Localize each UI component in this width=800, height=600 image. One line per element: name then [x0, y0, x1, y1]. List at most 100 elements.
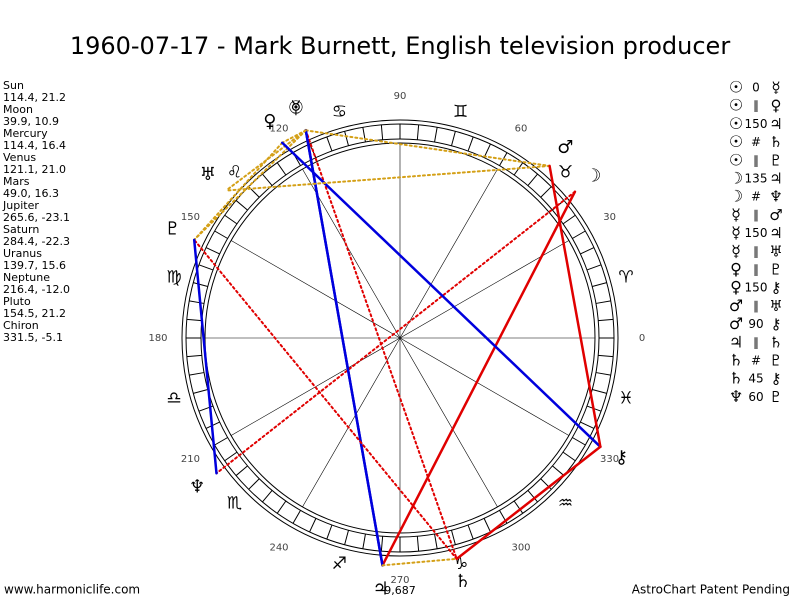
planet-glyph: ☽ [585, 165, 601, 186]
aspect-type: # [751, 354, 761, 368]
tick-band-mark [572, 437, 586, 446]
aspect-type: 150 [745, 117, 768, 131]
planet-coords: 114.4, 21.2 [3, 91, 66, 104]
aspect-to: ♂ [769, 206, 782, 224]
aspect-to: ♇ [769, 151, 782, 169]
aspect-to: ♄ [769, 133, 782, 151]
aspect-to: ♅ [769, 242, 782, 260]
aspect-type: ∥ [753, 153, 759, 167]
aspect-to: ♇ [769, 352, 782, 370]
footer-right: AstroChart Patent Pending [632, 583, 790, 597]
aspect-from: ♆ [729, 387, 743, 406]
tick-band-mark [580, 421, 595, 429]
planet-name: Pluto [3, 295, 31, 308]
house-spoke [230, 240, 401, 339]
aspect-from: ☽ [729, 169, 743, 188]
page-title: 1960-07-17 - Mark Burnett, English telev… [70, 32, 731, 60]
tick-band-mark [198, 264, 214, 271]
aspect-to: ♇ [769, 388, 782, 406]
planet-coords: 216.4, -12.0 [3, 283, 70, 296]
tick-band-mark [189, 300, 205, 304]
aspect-from: ♂ [729, 296, 743, 315]
tick-band-mark [595, 300, 611, 304]
tick-band-mark [224, 451, 238, 462]
aspect-type: 0 [752, 81, 760, 95]
tick-band-mark [586, 264, 602, 271]
degree-label: 330 [600, 454, 619, 465]
aspect-type: 135 [745, 172, 768, 186]
tick-band-mark [451, 530, 456, 545]
planet-coords: 284.4, -22.3 [3, 235, 70, 248]
planet-glyph: ☉ [288, 98, 304, 119]
degree-label: 270 [390, 575, 409, 586]
tick-band-mark [309, 518, 317, 533]
house-spoke [399, 337, 498, 508]
sign-glyph: ♈ [618, 267, 633, 287]
degree-label: 30 [603, 212, 616, 223]
tick-band-mark [262, 173, 273, 186]
tick-band-mark [434, 127, 438, 143]
planet-coords: 114.4, 16.4 [3, 139, 66, 152]
tick-band-mark [224, 214, 238, 225]
aspect-to: ♄ [769, 333, 782, 351]
tick-band-mark [540, 186, 552, 198]
tick-band-mark [186, 354, 202, 358]
tick-band-mark [380, 124, 384, 140]
aspect-to: ♆ [769, 188, 782, 206]
aspect-from: ♄ [729, 351, 743, 370]
aspect-to: ♃ [769, 224, 782, 242]
aspect-line [381, 557, 458, 567]
tick-band-mark [292, 510, 301, 524]
tick-band-mark [416, 536, 420, 552]
planet-glyph: ♂ [557, 137, 573, 158]
tick-band-mark [380, 536, 384, 552]
tick-band-mark [598, 354, 614, 358]
aspect-line [225, 164, 551, 192]
tick-band-mark [451, 131, 456, 146]
planet-name: Mars [3, 175, 30, 188]
tick-band-mark [595, 372, 611, 376]
aspect-line [548, 164, 602, 449]
sign-glyph: ♓ [618, 389, 633, 409]
aspect-type: # [751, 190, 761, 204]
aspect-type: # [751, 135, 761, 149]
aspect-type: ∥ [753, 99, 759, 113]
aspect-line [193, 238, 458, 560]
tick-band-mark [467, 136, 474, 152]
sign-glyph: ♋ [332, 102, 347, 122]
planet-glyph: ⚷ [615, 447, 628, 468]
aspect-type: 150 [745, 281, 768, 295]
planet-name: Jupiter [2, 199, 39, 212]
tick-band-mark [344, 530, 349, 545]
aspect-from: ♀ [730, 260, 742, 279]
degree-label: 180 [148, 333, 167, 344]
aspect-line [304, 129, 384, 567]
aspect-to: ♃ [769, 115, 782, 133]
aspect-to: ⚷ [771, 315, 782, 333]
aspect-from: ☉ [729, 150, 743, 169]
aspect-type: 150 [745, 226, 768, 240]
planet-glyph: ☿ [290, 98, 301, 119]
tick-band-mark [562, 451, 576, 462]
tick-band-mark [527, 173, 538, 186]
aspect-line [192, 238, 218, 475]
aspect-from: ☽ [729, 187, 743, 206]
planet-name: Sun [3, 79, 24, 92]
tick-band-mark [592, 282, 607, 287]
aspect-type: ∥ [753, 335, 759, 349]
aspect-line [455, 445, 602, 561]
tick-band-mark [248, 478, 260, 490]
tick-band-mark [562, 214, 576, 225]
tick-band-mark [326, 524, 333, 540]
degree-label: 90 [394, 91, 407, 102]
tick-band-mark [483, 518, 491, 533]
aspect-type: 60 [748, 390, 763, 404]
tick-band-mark [205, 247, 220, 255]
aspect-to: ♅ [769, 297, 782, 315]
planet-coords: 39.9, 10.9 [3, 115, 59, 128]
tick-band-mark [193, 389, 208, 394]
tick-band-mark [276, 162, 287, 176]
aspect-type: 90 [748, 317, 763, 331]
sign-glyph: ♐ [332, 554, 347, 574]
